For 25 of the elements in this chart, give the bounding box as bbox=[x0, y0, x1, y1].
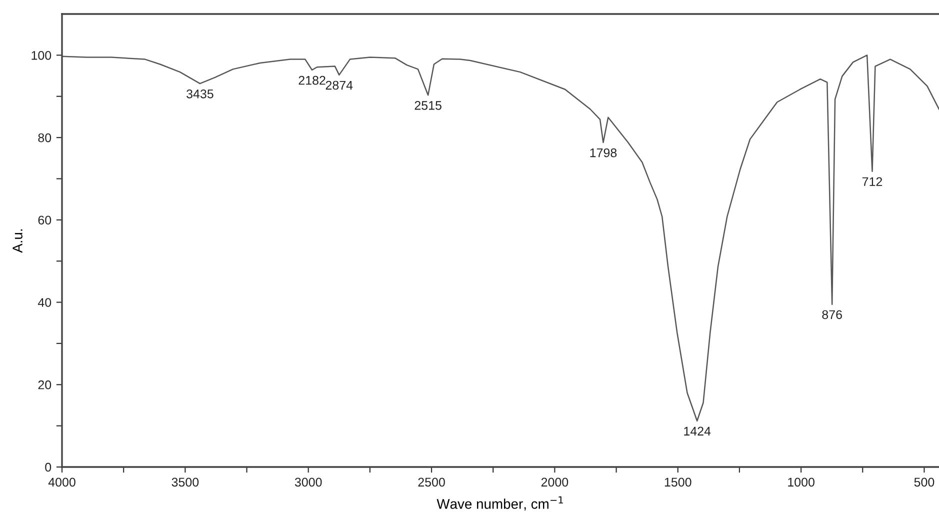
y-tick-label: 60 bbox=[38, 216, 52, 225]
x-tick-label: 3500 bbox=[172, 478, 199, 487]
y-tick-label: 40 bbox=[38, 298, 52, 307]
x-tick-label: 2000 bbox=[541, 478, 568, 487]
x-tick-label: 3000 bbox=[294, 478, 322, 487]
line-series bbox=[62, 54, 939, 422]
annotation: 2515 bbox=[414, 101, 442, 110]
y-tick-label: 80 bbox=[38, 133, 52, 142]
x-tick-label: 2500 bbox=[418, 478, 445, 487]
annotation: 2182 bbox=[298, 76, 326, 85]
annotation: 876 bbox=[822, 310, 842, 320]
x-axis-title: Wave number, cm$^{−1}$ bbox=[436, 496, 563, 511]
x-tick-label: 1000 bbox=[788, 478, 814, 487]
annotation: 2874 bbox=[326, 80, 353, 90]
y-tick-label: 20 bbox=[38, 380, 52, 390]
x-tick-label: 500 bbox=[914, 478, 934, 487]
x-tick-label: 4000 bbox=[48, 478, 76, 487]
y-tick-label: 100 bbox=[32, 50, 52, 60]
y-tick-label: 0 bbox=[45, 462, 52, 472]
annotation: 1798 bbox=[590, 148, 617, 158]
annotation: 712 bbox=[862, 177, 882, 186]
annotation: 1424 bbox=[684, 426, 711, 436]
y-axis-title: A.u. bbox=[12, 229, 22, 253]
annotation: 3435 bbox=[186, 89, 214, 98]
x-tick-label: 1500 bbox=[664, 478, 692, 487]
